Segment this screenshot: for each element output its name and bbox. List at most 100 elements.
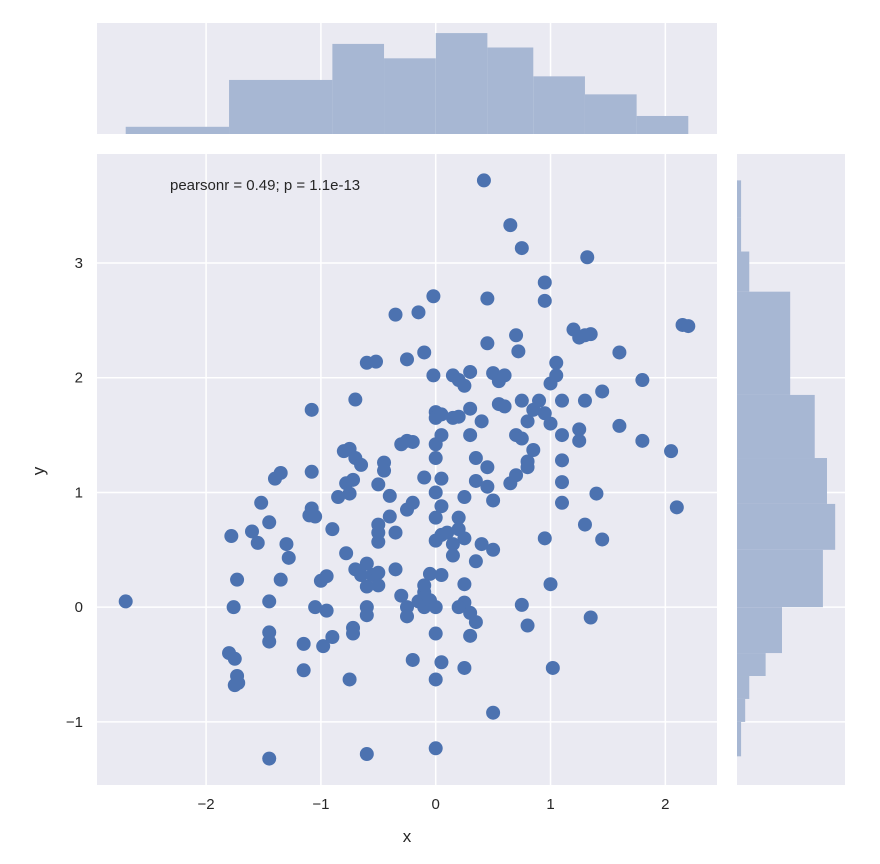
scatter-point	[342, 486, 357, 501]
pearson-annotation: pearsonr = 0.49; p = 1.1e-13	[170, 177, 360, 194]
scatter-point	[394, 588, 409, 603]
scatter-point	[405, 652, 420, 667]
scatter-point	[511, 344, 526, 359]
scatter-point	[580, 250, 595, 265]
scatter-point	[388, 307, 403, 322]
main-grid	[97, 154, 717, 785]
scatter-point	[612, 345, 627, 360]
scatter-point	[440, 525, 455, 540]
scatter-point	[231, 675, 246, 690]
scatter-point	[480, 291, 495, 306]
scatter-point	[354, 568, 369, 583]
x-hist-bar	[125, 126, 230, 134]
scatter-point	[428, 672, 443, 687]
scatter-point	[537, 531, 552, 546]
scatter-point	[262, 515, 277, 530]
scatter-point	[545, 660, 560, 675]
scatter-point	[520, 414, 535, 429]
x-hist-bar	[384, 58, 436, 135]
scatter-point	[262, 634, 277, 649]
scatter-point	[434, 407, 449, 422]
x-hist-bar	[229, 79, 333, 134]
scatter-point	[426, 289, 441, 304]
scatter-point	[388, 562, 403, 577]
scatter-point	[428, 741, 443, 756]
scatter-point	[445, 548, 460, 563]
scatter-point	[262, 594, 277, 609]
scatter-point	[577, 393, 592, 408]
scatter-point	[339, 546, 354, 561]
scatter-point	[555, 453, 569, 468]
scatter-point	[543, 416, 558, 431]
scatter-point	[359, 747, 374, 762]
x-tick-label: −1	[312, 796, 329, 813]
scatter-point	[354, 457, 369, 472]
x-hist-bar	[487, 47, 534, 134]
scatter-point	[428, 485, 443, 500]
y-hist-bar	[737, 217, 742, 252]
scatter-point	[669, 500, 684, 515]
scatter-point	[405, 495, 420, 510]
scatter-point	[319, 569, 334, 584]
scatter-point	[583, 610, 598, 625]
scatter-point	[514, 431, 529, 446]
scatter-point	[520, 618, 535, 633]
scatter-point	[382, 488, 397, 503]
scatter-point	[118, 594, 133, 609]
scatter-point	[434, 568, 449, 583]
scatter-point	[463, 364, 478, 379]
scatter-point	[405, 434, 420, 449]
scatter-point	[476, 173, 491, 188]
scatter-point	[371, 578, 386, 593]
scatter-point	[224, 529, 239, 544]
scatter-point	[371, 517, 386, 532]
scatter-point	[486, 493, 501, 508]
y-hist-bar	[737, 458, 827, 504]
scatter-point	[555, 393, 569, 408]
scatter-point	[346, 472, 361, 487]
scatter-point	[451, 600, 466, 615]
scatter-point	[468, 615, 483, 630]
scatter-points	[118, 173, 696, 766]
scatter-point	[514, 597, 529, 612]
scatter-point	[400, 609, 414, 624]
marginal-y-histogram	[737, 180, 836, 757]
scatter-point	[549, 355, 564, 370]
scatter-point	[262, 751, 277, 766]
scatter-point	[572, 422, 587, 437]
y-tick-labels: −1 0 1 2 3	[66, 255, 83, 731]
scatter-point	[537, 293, 552, 308]
scatter-point	[595, 384, 610, 399]
y-tick-label: 1	[75, 484, 83, 501]
x-tick-label: 2	[661, 796, 669, 813]
scatter-point	[371, 477, 386, 492]
scatter-point	[230, 572, 245, 587]
scatter-point	[319, 603, 334, 618]
scatter-point	[468, 451, 483, 466]
scatter-point	[325, 522, 340, 537]
scatter-point	[279, 537, 294, 552]
scatter-point	[348, 392, 363, 407]
x-tick-label: 1	[546, 796, 554, 813]
scatter-point	[369, 354, 383, 369]
scatter-point	[342, 672, 357, 687]
x-tick-label: 0	[432, 796, 440, 813]
scatter-point	[480, 336, 495, 351]
scatter-point	[417, 578, 432, 593]
scatter-point	[572, 433, 587, 448]
scatter-point	[308, 600, 323, 615]
scatter-point	[316, 639, 331, 654]
y-tick-label: 3	[75, 255, 83, 272]
scatter-point	[434, 428, 449, 443]
scatter-point	[434, 471, 449, 486]
y-tick-label: 2	[75, 370, 83, 387]
scatter-point	[497, 399, 512, 414]
scatter-point	[428, 451, 443, 466]
y-hist-bar	[737, 698, 746, 722]
y-hist-bar	[737, 549, 823, 608]
scatter-point	[463, 428, 478, 443]
scatter-point	[474, 414, 489, 429]
x-hist-bar	[533, 76, 585, 134]
scatter-point	[497, 368, 512, 383]
scatter-point	[308, 509, 323, 524]
